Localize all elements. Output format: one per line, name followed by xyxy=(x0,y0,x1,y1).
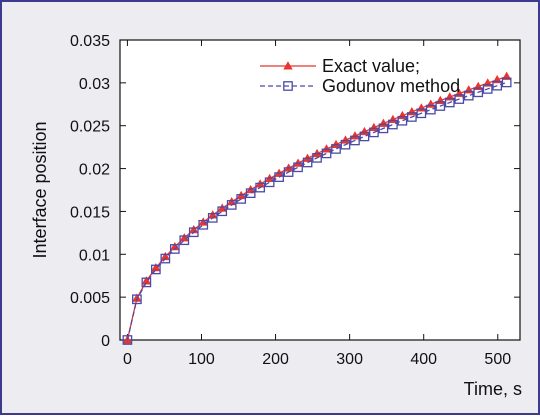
y-axis-title: Interface position xyxy=(30,121,50,258)
x-tick-label: 200 xyxy=(262,351,289,368)
x-tick-label: 300 xyxy=(336,351,363,368)
y-tick-label: 0.015 xyxy=(70,204,110,221)
y-tick-label: 0.025 xyxy=(70,119,110,136)
y-tick-label: 0.035 xyxy=(70,33,110,50)
x-axis-title: Time, s xyxy=(464,379,522,399)
y-tick-label: 0.03 xyxy=(79,76,110,93)
x-tick-label: 100 xyxy=(188,351,215,368)
y-tick-label: 0.02 xyxy=(79,162,110,179)
x-tick-label: 500 xyxy=(484,351,511,368)
x-tick-label: 0 xyxy=(123,351,132,368)
x-tick-label: 400 xyxy=(410,351,437,368)
y-tick-label: 0 xyxy=(101,333,110,350)
y-tick-label: 0.005 xyxy=(70,290,110,307)
legend-label: Exact value; xyxy=(322,56,420,76)
y-tick-label: 0.01 xyxy=(79,247,110,264)
legend-label: Godunov method xyxy=(322,76,460,96)
